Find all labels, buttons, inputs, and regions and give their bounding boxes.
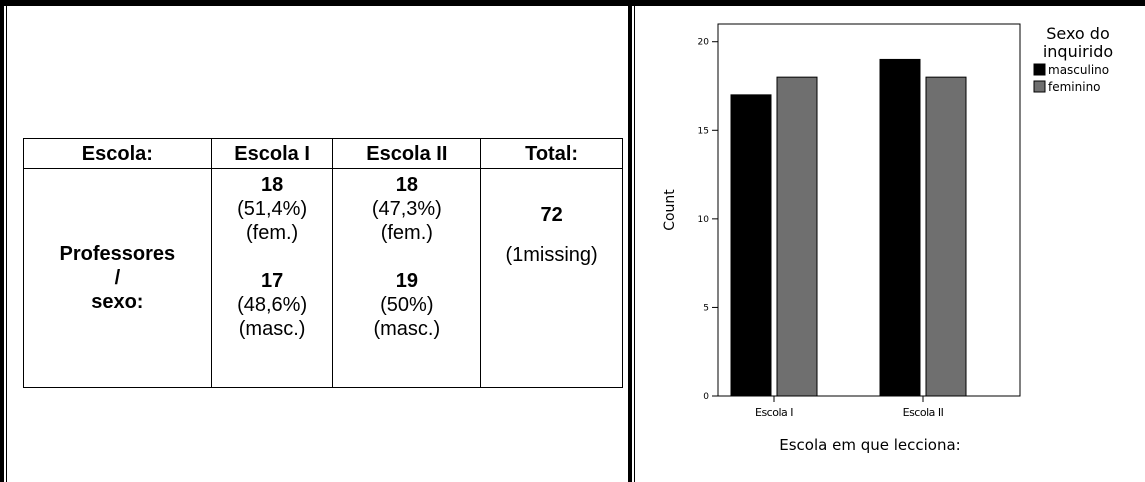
escola1-fem-pct: (51,4%) (237, 198, 308, 220)
x-tick-label: Escola I (755, 406, 793, 419)
escola2-masc-pct: (50%) (380, 294, 434, 316)
frame-divider-inner (634, 6, 635, 482)
header-escola-2: Escola II (332, 138, 482, 169)
y-tick-label: 0 (703, 392, 709, 402)
row-header-line-3: sexo: (91, 291, 144, 313)
y-tick-label: 20 (698, 38, 710, 48)
bar-masculino-1 (879, 58, 921, 397)
bar-masculino-0 (730, 94, 772, 397)
plot-frame (717, 23, 1021, 397)
cell-total: 72 (1missing) (480, 168, 623, 388)
legend-title-line-1: Sexo do (1046, 24, 1110, 43)
cell-escola-1: 18 (51,4%) (fem.) 17 (48,6%) (masc.) (210, 168, 334, 388)
escola2-fem-pct: (47,3%) (371, 198, 442, 220)
cell-escola-2: 18 (47,3%) (fem.) 19 (50%) (masc.) (332, 168, 482, 388)
escola2-masc-label: (masc.) (373, 318, 441, 340)
escola1-masc-label: (masc.) (238, 318, 306, 340)
bar-chart: 0 5 10 15 20 Escola I Escola II Escola em que l… (662, 23, 1113, 454)
escola1-fem-count: 18 (260, 174, 284, 196)
row-header-line-1: Professores (59, 243, 176, 265)
x-axis-label: Escola em que lecciona: (779, 436, 960, 454)
legend-title-line-2: inquirido (1043, 42, 1113, 61)
escola1-masc-count: 17 (260, 270, 284, 292)
row-header-line-2: / (114, 267, 121, 289)
legend-swatch-feminino (1033, 80, 1046, 93)
row-header-professores: Professores / sexo: (23, 168, 212, 388)
table-header-row: Escola: Escola I Escola II Total: (23, 138, 623, 169)
header-escola-1: Escola I (210, 138, 334, 169)
y-axis-label: Count (662, 189, 678, 231)
header-total: Total: (480, 138, 623, 169)
escola1-fem-label: (fem.) (245, 222, 299, 244)
frame-left-border (0, 0, 4, 482)
y-tick-label: 10 (698, 215, 710, 225)
y-tick-label: 15 (698, 126, 709, 136)
legend-swatch-masculino (1033, 63, 1046, 76)
frame-divider (628, 0, 632, 482)
y-tick-label: 5 (703, 303, 709, 313)
frame-top-border (0, 0, 1145, 6)
bar-feminino-0 (776, 76, 818, 397)
x-tick-label: Escola II (903, 406, 944, 419)
table-row: Professores / sexo: 18 (51,4%) (fem.) 17… (23, 168, 623, 388)
total-value: 72 (540, 204, 563, 226)
escola2-fem-count: 18 (395, 174, 418, 196)
escola2-masc-count: 19 (395, 270, 418, 292)
escola1-masc-pct: (48,6%) (237, 294, 308, 316)
header-escola: Escola: (23, 138, 212, 169)
school-gender-table: Escola: Escola I Escola II Total: Profes… (23, 138, 623, 388)
frame-left-inner-border (6, 6, 7, 482)
legend-label-feminino: feminino (1048, 80, 1101, 94)
total-note: (1missing) (505, 244, 598, 266)
legend-label-masculino: masculino (1048, 63, 1109, 77)
bar-feminino-1 (925, 76, 967, 397)
escola2-fem-label: (fem.) (380, 222, 433, 244)
